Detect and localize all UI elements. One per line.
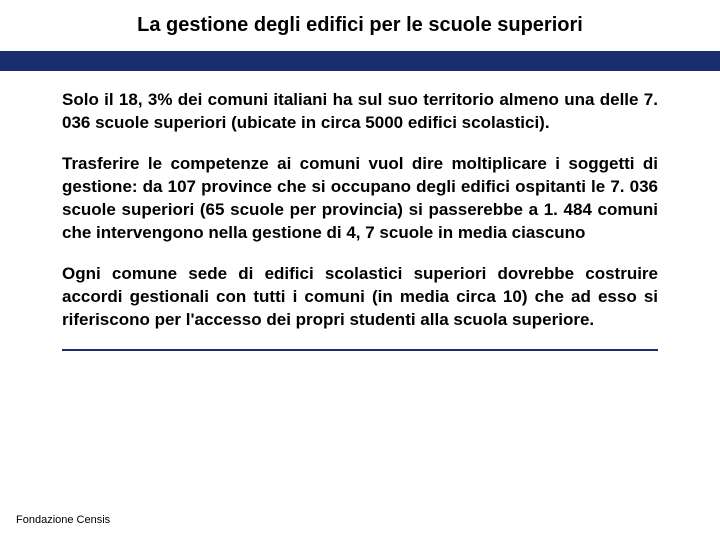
header-divider xyxy=(0,51,720,71)
slide-title: La gestione degli edifici per le scuole … xyxy=(0,14,720,37)
content-area: Solo il 18, 3% dei comuni italiani ha su… xyxy=(0,71,720,331)
paragraph-2: Trasferire le competenze ai comuni vuol … xyxy=(62,153,658,245)
paragraph-3: Ogni comune sede di edifici scolastici s… xyxy=(62,263,658,332)
bottom-rule xyxy=(62,349,658,351)
title-bar: La gestione degli edifici per le scuole … xyxy=(0,0,720,51)
footer-text: Fondazione Censis xyxy=(16,514,110,526)
paragraph-1: Solo il 18, 3% dei comuni italiani ha su… xyxy=(62,89,658,135)
